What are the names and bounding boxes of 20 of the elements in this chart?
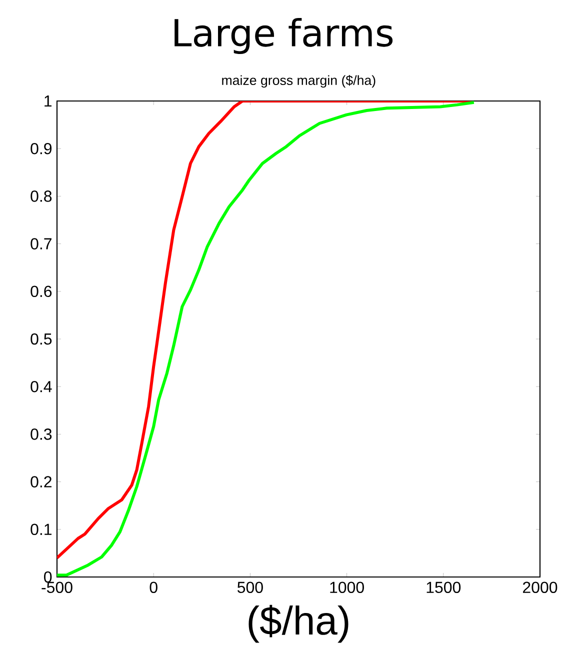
y-tick-label: 0.5 bbox=[30, 333, 52, 345]
y-tick-label: 0.4 bbox=[30, 380, 52, 392]
y-tick-label: 0.9 bbox=[30, 142, 52, 154]
chart-title: Large farms bbox=[174, 18, 393, 54]
y-tick-label: 0.7 bbox=[30, 238, 52, 250]
x-tick-label: -500 bbox=[42, 582, 72, 594]
y-tick-label: 0 bbox=[44, 571, 52, 583]
x-axis-title: ($/ha) bbox=[248, 604, 348, 643]
x-tick-label: 500 bbox=[238, 582, 263, 594]
y-tick-label: 0.1 bbox=[30, 524, 52, 536]
x-tick-label: 1000 bbox=[330, 582, 364, 594]
x-tick-label: 2000 bbox=[522, 582, 558, 594]
y-tick-label: 0.6 bbox=[30, 286, 52, 298]
y-tick-label: 1 bbox=[44, 96, 52, 107]
y-tick-label: 0.8 bbox=[30, 190, 52, 202]
y-tick-label: 0.2 bbox=[30, 476, 52, 488]
chart-subtitle: maize gross margin ($/ha) bbox=[222, 75, 376, 88]
x-tick-label: 0 bbox=[150, 582, 158, 594]
x-tick-label: 1500 bbox=[426, 582, 461, 594]
y-tick-label: 0.3 bbox=[30, 428, 52, 440]
